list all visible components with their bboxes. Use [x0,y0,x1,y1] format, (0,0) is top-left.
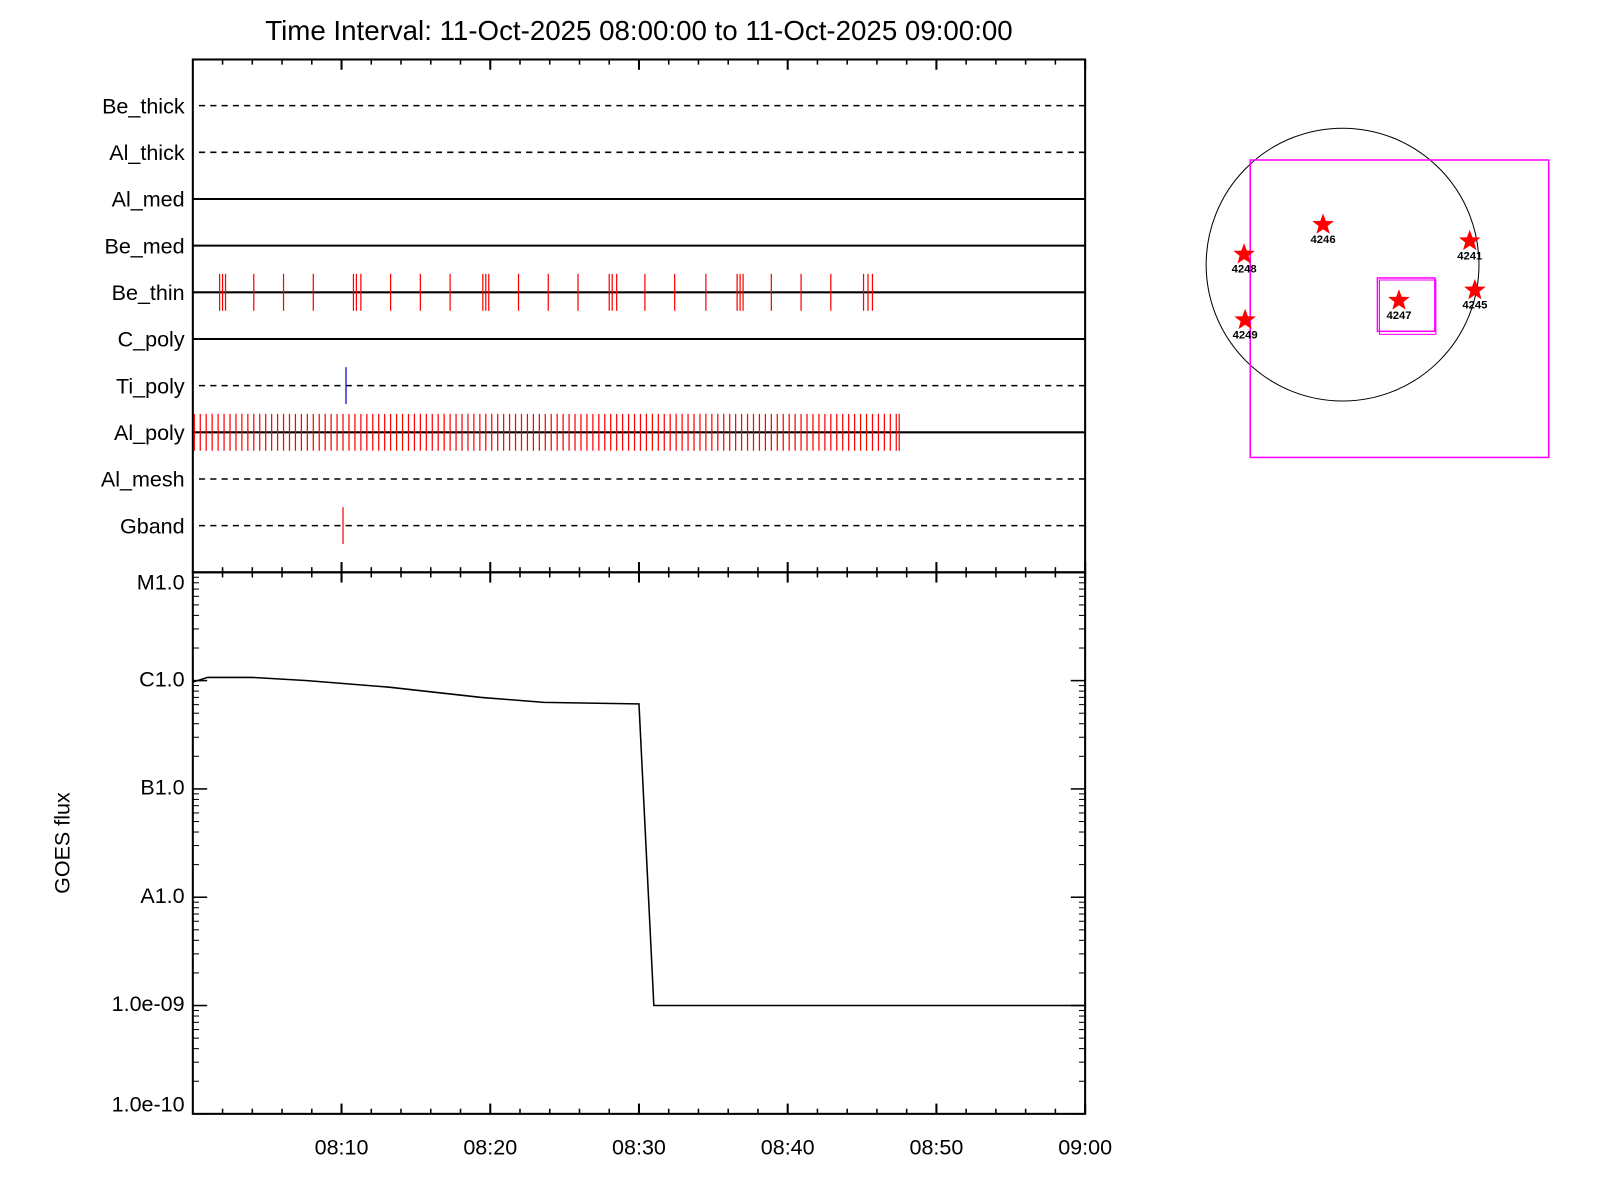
y-tick-label: A1.0 [140,884,184,908]
solar-disk [1205,127,1480,402]
channel-label: Ti_poly [116,374,185,398]
region-star [1234,308,1256,330]
region-star [1388,289,1410,310]
channel-label: Al_thick [109,141,185,165]
x-tick-label: 08:30 [612,1135,666,1159]
region-star [1464,278,1486,300]
x-tick-label: 08:40 [761,1135,815,1159]
region-label: 4246 [1311,234,1336,246]
fov-box [1249,159,1550,459]
region-label: 4249 [1233,329,1258,341]
x-tick-label: 08:50 [909,1135,963,1159]
bottom-panel-frame [191,571,1087,1115]
x-tick-label: 08:10 [315,1135,369,1159]
region-label: 4241 [1457,250,1482,262]
y-tick-label: C1.0 [139,667,184,691]
y-tick-label: 1.0e-10 [112,1092,185,1116]
channel-label: Al_mesh [101,468,185,492]
channel-label: C_poly [118,328,185,352]
y-tick-label: B1.0 [140,776,184,800]
fov-box [1376,277,1436,333]
chart-title: Time Interval: 11-Oct-2025 08:00:00 to 1… [265,15,1012,46]
channel-label: Be_thick [102,94,185,118]
channel-label: Be_thin [112,281,185,305]
x-tick-label: 08:20 [463,1135,517,1159]
top-panel-frame [191,58,1087,574]
region-label: 4247 [1386,310,1411,322]
channel-label: Gband [120,514,185,538]
region-star [1312,213,1334,234]
region-star [1233,243,1255,264]
x-tick-label: 09:00 [1058,1135,1112,1159]
y-tick-label: M1.0 [137,570,185,594]
region-star [1458,229,1481,251]
y-axis-label: GOES flux [50,792,74,894]
goes-curve [192,676,1086,1007]
fov-box [1378,279,1437,335]
channel-label: Al_poly [114,421,185,445]
y-tick-label: 1.0e-09 [112,992,185,1016]
channel-label: Al_med [112,188,185,212]
channel-label: Be_med [104,234,184,258]
region-label: 4245 [1462,300,1487,312]
region-label: 4248 [1232,264,1257,276]
